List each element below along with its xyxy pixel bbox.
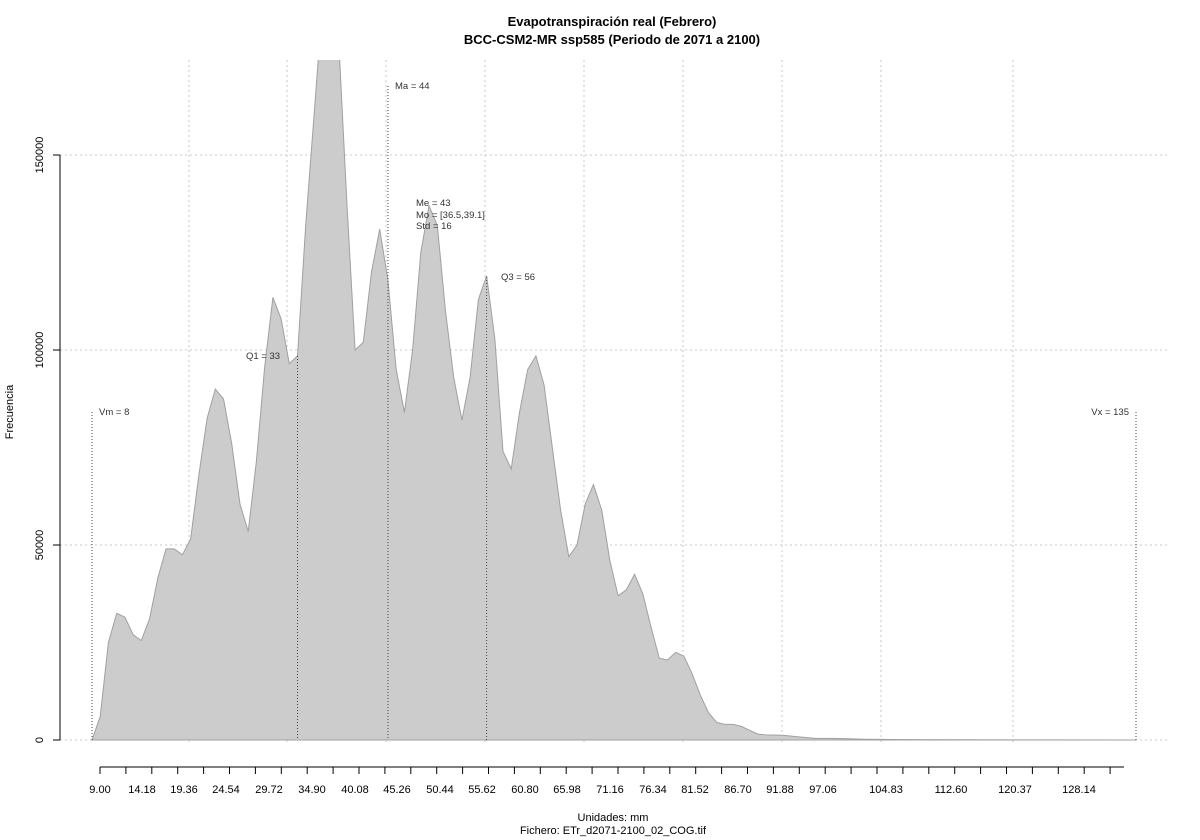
statistic-lines	[91, 86, 1137, 740]
y-axis-label: Frecuencia	[4, 384, 16, 439]
x-tick-label: 112.60	[935, 784, 968, 796]
chart-title: Evapotranspiración real (Febrero)	[508, 14, 717, 29]
y-axis: 0 50000 100000 150000	[34, 137, 61, 743]
vm-label: Vm = 8	[99, 407, 129, 418]
x-tick-label: 14.18	[128, 784, 156, 796]
x-tick-label: 65.98	[553, 784, 581, 796]
vx-label: Vx = 135	[1091, 407, 1129, 418]
x-tick-label: 50.44	[426, 784, 454, 796]
x-tick-label: 71.16	[596, 784, 624, 796]
x-tick-label: 97.06	[809, 784, 837, 796]
mo-label: Mo = [36.5,39.1]	[416, 210, 485, 221]
x-tick-label: 104.83	[869, 784, 903, 796]
x-tick-label: 24.54	[212, 784, 240, 796]
file-caption: Fichero: ETr_d2071-2100_02_COG.tif	[520, 825, 707, 837]
ma-label: Ma = 44	[395, 81, 430, 92]
x-tick-label: 9.00	[89, 784, 110, 796]
q1-label: Q1 = 33	[246, 351, 280, 362]
x-tick-label: 55.62	[468, 784, 496, 796]
me-label: Me = 43	[416, 198, 451, 209]
x-tick-label: 81.52	[681, 784, 709, 796]
x-tick-label: 120.37	[998, 784, 1032, 796]
y-tick-label: 0	[34, 737, 46, 743]
x-tick-label: 34.90	[298, 784, 326, 796]
x-tick-label: 29.72	[255, 784, 283, 796]
y-tick-label: 100000	[34, 332, 46, 369]
x-tick-label: 76.34	[639, 784, 667, 796]
x-axis-label: Unidades: mm	[578, 812, 649, 824]
x-axis: 9.00 14.18 19.36 24.54 29.72 34.90 40.08 45.26 5…	[89, 766, 1124, 796]
x-tick-label: 91.88	[766, 784, 794, 796]
chart-subtitle: BCC-CSM2-MR ssp585 (Periodo de 2071 a 21…	[464, 32, 760, 47]
x-tick-label: 19.36	[170, 784, 198, 796]
x-tick-label: 45.26	[383, 784, 411, 796]
q3-label: Q3 = 56	[501, 272, 535, 283]
x-tick-label: 60.80	[511, 784, 539, 796]
std-label: Std = 16	[416, 221, 452, 232]
y-tick-label: 150000	[34, 137, 46, 174]
x-tick-label: 128.14	[1062, 784, 1096, 796]
y-tick-label: 50000	[34, 530, 46, 561]
density-area	[91, 60, 1137, 741]
x-tick-label: 86.70	[724, 784, 752, 796]
x-tick-label: 40.08	[341, 784, 369, 796]
